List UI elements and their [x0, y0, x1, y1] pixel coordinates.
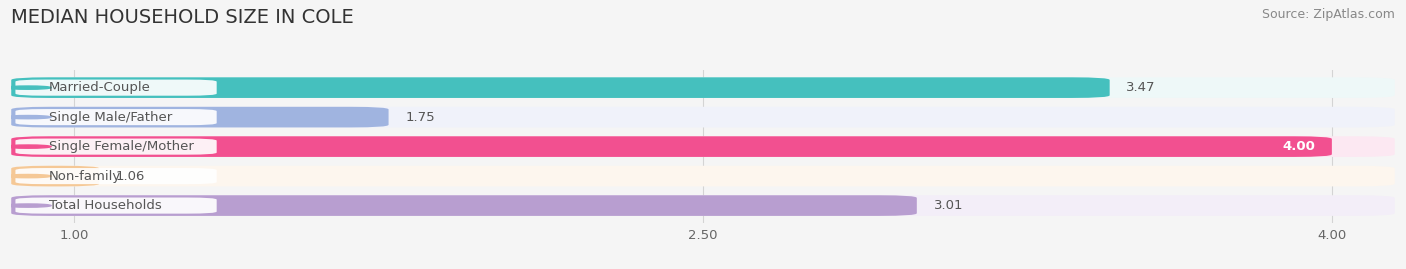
Circle shape [6, 86, 51, 89]
Text: 3.47: 3.47 [1126, 81, 1156, 94]
FancyBboxPatch shape [11, 107, 1395, 128]
Circle shape [6, 204, 51, 207]
FancyBboxPatch shape [11, 166, 100, 186]
FancyBboxPatch shape [11, 136, 1395, 157]
Text: Non-family: Non-family [49, 169, 121, 183]
FancyBboxPatch shape [11, 107, 388, 128]
Circle shape [6, 145, 51, 148]
FancyBboxPatch shape [15, 139, 217, 155]
Text: 4.00: 4.00 [1282, 140, 1315, 153]
FancyBboxPatch shape [15, 197, 217, 214]
Text: 3.01: 3.01 [934, 199, 963, 212]
FancyBboxPatch shape [11, 136, 1331, 157]
Text: Source: ZipAtlas.com: Source: ZipAtlas.com [1261, 8, 1395, 21]
FancyBboxPatch shape [15, 168, 217, 184]
Circle shape [6, 175, 51, 178]
FancyBboxPatch shape [15, 80, 217, 96]
Text: Total Households: Total Households [49, 199, 162, 212]
FancyBboxPatch shape [11, 166, 1395, 186]
Text: MEDIAN HOUSEHOLD SIZE IN COLE: MEDIAN HOUSEHOLD SIZE IN COLE [11, 8, 354, 27]
FancyBboxPatch shape [15, 109, 217, 125]
Text: Married-Couple: Married-Couple [49, 81, 150, 94]
FancyBboxPatch shape [11, 195, 917, 216]
Text: 1.06: 1.06 [117, 169, 145, 183]
FancyBboxPatch shape [11, 77, 1395, 98]
FancyBboxPatch shape [11, 195, 1395, 216]
Text: Single Female/Mother: Single Female/Mother [49, 140, 194, 153]
Text: 1.75: 1.75 [405, 111, 434, 124]
Circle shape [6, 115, 51, 119]
FancyBboxPatch shape [11, 77, 1109, 98]
Text: Single Male/Father: Single Male/Father [49, 111, 172, 124]
